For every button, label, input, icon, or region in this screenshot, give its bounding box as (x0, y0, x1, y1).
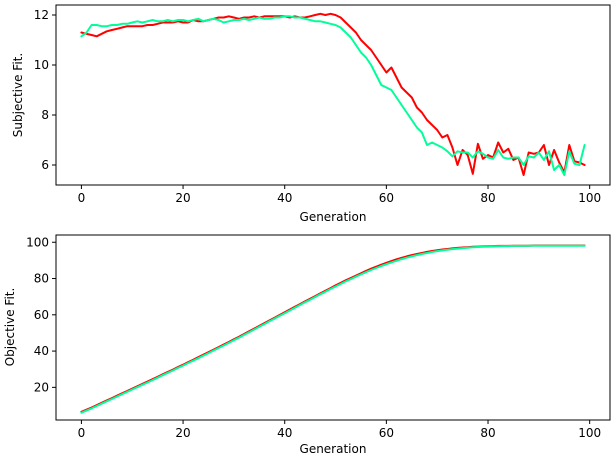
y-tick-label: 20 (34, 380, 49, 394)
x-tick-label: 100 (578, 191, 601, 205)
ticks-layer: 0 20 40 60 80 100 20 40 60 80 100 (26, 235, 601, 440)
x-tick-label: 40 (277, 191, 292, 205)
y-tick-label: 40 (34, 344, 49, 358)
x-tick-label: 20 (175, 191, 190, 205)
x-tick-label: 80 (480, 426, 495, 440)
y-axis-label: Subjective Fit. (11, 53, 25, 137)
x-tick-label: 0 (78, 426, 86, 440)
x-axis-label: Generation (300, 442, 367, 456)
x-tick-label: 0 (78, 191, 86, 205)
y-tick-label: 10 (34, 58, 49, 72)
x-tick-label: 60 (379, 426, 394, 440)
x-tick-label: 80 (480, 191, 495, 205)
objective-fitness-chart: 0 20 40 60 80 100 20 40 60 80 100 Generation Objec… (3, 234, 611, 456)
series-line-1 (80, 15, 586, 176)
ticks-layer: 0 20 40 60 80 100 6 8 10 12 (34, 8, 601, 205)
y-axis-label: Objective Fit. (3, 288, 17, 367)
series-layer (80, 12, 586, 176)
x-tick-label: 40 (277, 426, 292, 440)
series-layer (80, 244, 586, 414)
x-tick-label: 20 (175, 426, 190, 440)
series-line-1 (80, 244, 586, 414)
axes-frame (55, 4, 611, 186)
y-tick-label: 8 (41, 108, 49, 122)
subjective-fitness-chart: 0 20 40 60 80 100 6 8 10 12 Generation Subjective… (11, 4, 611, 224)
y-tick-label: 6 (41, 158, 49, 172)
y-tick-label: 60 (34, 308, 49, 322)
x-tick-label: 60 (379, 191, 394, 205)
y-tick-label: 80 (34, 272, 49, 286)
x-axis-label: Generation (300, 210, 367, 224)
axes-frame (55, 234, 611, 421)
series-line-0 (80, 12, 586, 176)
y-tick-label: 100 (26, 235, 49, 249)
x-tick-label: 100 (578, 426, 601, 440)
y-tick-label: 12 (34, 8, 49, 22)
